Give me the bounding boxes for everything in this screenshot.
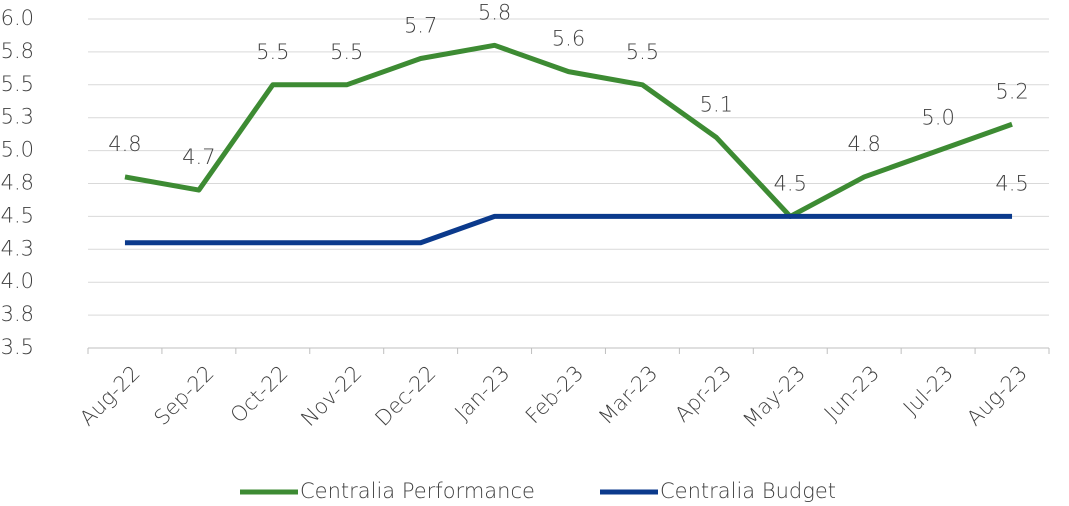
y-tick-label: 3.5 xyxy=(1,335,34,359)
y-tick-label: 4.3 xyxy=(1,236,34,260)
x-tick-label: Jul-23 xyxy=(899,361,958,420)
data-label: 4.8 xyxy=(108,132,141,156)
y-tick-label: 4.5 xyxy=(1,203,34,227)
x-tick-label: Jan-23 xyxy=(450,361,514,425)
y-tick-label: 4.0 xyxy=(1,269,34,293)
data-label: 5.7 xyxy=(404,13,437,37)
x-tick-label: Oct-22 xyxy=(226,361,293,428)
data-label: 4.8 xyxy=(847,132,880,156)
legend-label: Centralia Budget xyxy=(660,479,836,503)
line xyxy=(124,42,1013,219)
legend-label: Centralia Performance xyxy=(300,479,535,503)
data-label: 4.5 xyxy=(774,171,807,195)
x-tick-label: May-23 xyxy=(738,361,810,433)
data-label: 5.2 xyxy=(995,79,1028,103)
x-tick-label: Nov-22 xyxy=(296,361,366,431)
y-tick-label: 5.8 xyxy=(1,39,34,63)
data-label: 4.7 xyxy=(182,145,215,169)
x-tick-label: Apr-23 xyxy=(670,361,736,427)
x-tick-label: Aug-22 xyxy=(75,361,145,431)
x-tick-label: Jun-23 xyxy=(820,361,884,425)
x-tick-label: Sep-22 xyxy=(149,361,218,430)
data-label: 5.5 xyxy=(330,40,363,64)
data-label: 5.0 xyxy=(921,106,954,130)
y-tick-label: 5.3 xyxy=(1,105,34,129)
x-tick-label: Feb-23 xyxy=(521,361,589,429)
data-label: 5.5 xyxy=(626,40,659,64)
data-label: 5.6 xyxy=(552,27,585,51)
x-tick-label: Aug-23 xyxy=(962,361,1032,431)
y-tick-label: 5.5 xyxy=(1,72,34,96)
y-tick-label: 6.0 xyxy=(1,6,34,30)
line xyxy=(124,213,1013,246)
data-label: 5.1 xyxy=(700,92,733,116)
y-tick-label: 3.8 xyxy=(1,302,34,326)
data-label: 4.5 xyxy=(995,171,1028,195)
x-tick-label: Mar-23 xyxy=(594,361,662,429)
data-label: 5.5 xyxy=(256,40,289,64)
data-label: 5.8 xyxy=(478,0,511,24)
x-tick-label: Dec-22 xyxy=(370,361,440,431)
y-tick-label: 5.0 xyxy=(1,138,34,162)
y-tick-label: 4.8 xyxy=(1,171,34,195)
